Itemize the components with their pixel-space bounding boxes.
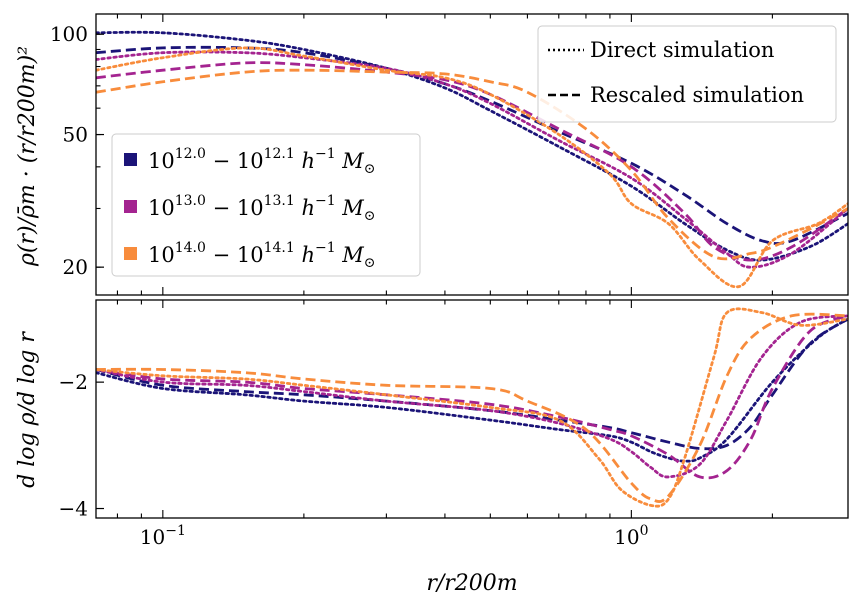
- series-line-bottom-4-rescaled-simulation: [96, 314, 848, 480]
- mass-legend-rows: 1012.0 − 1012.1 h−1 M⊙ 1013.0 − 1013.1 h−…: [124, 146, 376, 271]
- y-tick-label: 20: [63, 255, 88, 279]
- legend-label-direct: Direct simulation: [590, 38, 774, 62]
- bottom-series-group: [96, 307, 848, 508]
- series-line-bottom-2-rescaled-simulation: [96, 317, 848, 451]
- method-legend-box: [537, 25, 837, 123]
- mass-legend-swatch: [124, 247, 137, 260]
- y-tick-label: −4: [59, 497, 88, 521]
- top-y-axis-label: ρ(r)/ρ̄m · (r/r200m)²: [15, 46, 40, 267]
- series-line-bottom-6-rescaled-simulation: [96, 312, 848, 503]
- bottom-ticks-group: −2 −4 10−1 100: [59, 300, 773, 549]
- y-tick-label: −2: [59, 370, 88, 394]
- mass-legend: 1012.0 − 1012.1 h−1 M⊙ 1013.0 − 1013.1 h−…: [111, 133, 421, 277]
- top-series-group: [96, 30, 848, 289]
- series-line-top-5-direct-simulation: [96, 46, 848, 289]
- series-line-top-6-rescaled-simulation: [96, 68, 848, 261]
- mass-legend-swatch: [124, 200, 137, 213]
- x-tick-label: 10−1: [140, 523, 186, 549]
- mass-legend-swatch: [124, 153, 137, 166]
- series-line-top-2-rescaled-simulation: [96, 45, 848, 245]
- x-tick-label: 100: [614, 523, 648, 549]
- bottom-panel: −2 −4 10−1 100 d log ρ/d log r r/r200m: [15, 299, 849, 596]
- x-axis-label: r/r200m: [426, 571, 517, 596]
- bottom-y-axis-label: d log ρ/d log r: [15, 331, 40, 488]
- mass-legend-label: 1012.0 − 1012.1 h−1 M⊙: [148, 146, 376, 177]
- method-legend: Direct simulation Rescaled simulation: [537, 25, 837, 123]
- bottom-axes-frame: [95, 299, 849, 519]
- top-ticks-group: 20 50 100: [50, 14, 773, 295]
- series-line-top-4-rescaled-simulation: [96, 61, 848, 262]
- y-tick-label: 100: [50, 22, 88, 46]
- series-line-top-3-direct-simulation: [96, 50, 848, 269]
- series-line-bottom-1-direct-simulation: [96, 317, 848, 463]
- legend-label-rescaled: Rescaled simulation: [590, 83, 804, 107]
- y-tick-label: 50: [63, 123, 88, 147]
- top-axes-frame: [95, 13, 849, 296]
- series-line-bottom-5-direct-simulation: [96, 307, 848, 508]
- mass-legend-box: [111, 133, 421, 277]
- mass-legend-label: 1014.0 − 1014.1 h−1 M⊙: [148, 240, 376, 271]
- top-panel: 20 50 100 Direct simulation Rescaled simul…: [15, 13, 849, 296]
- mass-legend-label: 1013.0 − 1013.1 h−1 M⊙: [148, 193, 376, 224]
- series-line-bottom-3-direct-simulation: [96, 314, 848, 479]
